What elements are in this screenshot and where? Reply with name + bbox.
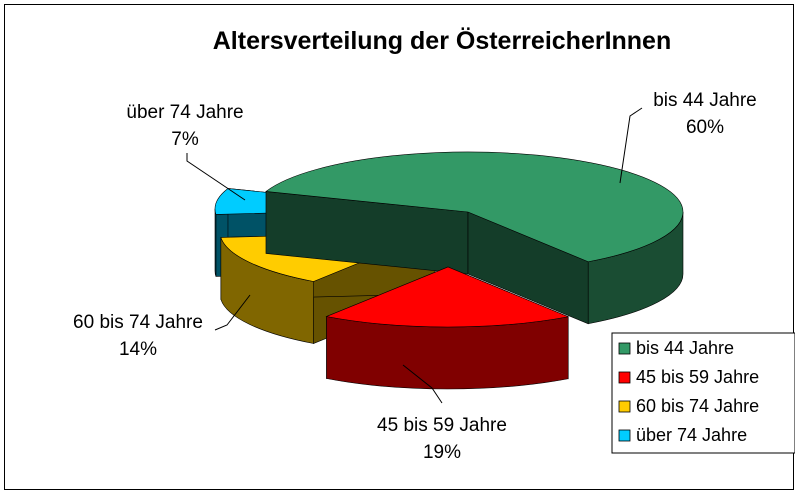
legend-swatch [618,342,631,355]
legend-item-bis-44-jahre: bis 44 Jahre [618,338,734,358]
data-label-value: 7% [171,129,199,150]
legend-swatch [618,429,631,442]
data-label-value: 19% [423,442,461,463]
data-label-value: 14% [119,339,157,360]
legend-label: über 74 Jahre [636,425,747,445]
chart-title: Altersverteilung der ÖsterreicherInnen [213,26,671,55]
data-label-category: bis 44 Jahre [653,90,757,111]
data-labels: bis 44 Jahre 60% 45 bis 59 Jahre 19% 60 bis … [73,90,757,463]
legend-box [611,332,795,454]
data-label-value: 60% [686,117,724,138]
data-label-category: über 74 Jahre [126,102,243,123]
slice-45-bis-59-jahre [325,266,570,390]
legend-item-uber-74-jahre: über 74 Jahre [618,425,747,445]
leader-line [619,107,643,184]
legend-label: 60 bis 74 Jahre [636,396,759,416]
leader-line [186,153,246,201]
legend: bis 44 Jahre 45 bis 59 Jahre 60 bis 74 Jah… [611,332,795,454]
legend-item-45-bis-59-jahre: 45 bis 59 Jahre [618,367,759,387]
slice-bis-44-jahre [265,151,684,325]
legend-item-60-bis-74-jahre: 60 bis 74 Jahre [618,396,759,416]
data-label-category: 60 bis 74 Jahre [73,312,203,333]
legend-label: 45 bis 59 Jahre [636,367,759,387]
leader-line [402,364,443,404]
legend-swatch [618,400,631,413]
pie-slices [214,151,684,390]
pie-chart: Altersverteilung der ÖsterreicherInnen b… [73,26,795,463]
leader-line [214,294,251,331]
data-label-category: 45 bis 59 Jahre [377,415,507,436]
chart-frame: Altersverteilung der ÖsterreicherInnen b… [4,4,795,490]
legend-label: bis 44 Jahre [636,338,734,358]
legend-swatch [618,371,631,384]
label-leader-lines [186,107,643,404]
